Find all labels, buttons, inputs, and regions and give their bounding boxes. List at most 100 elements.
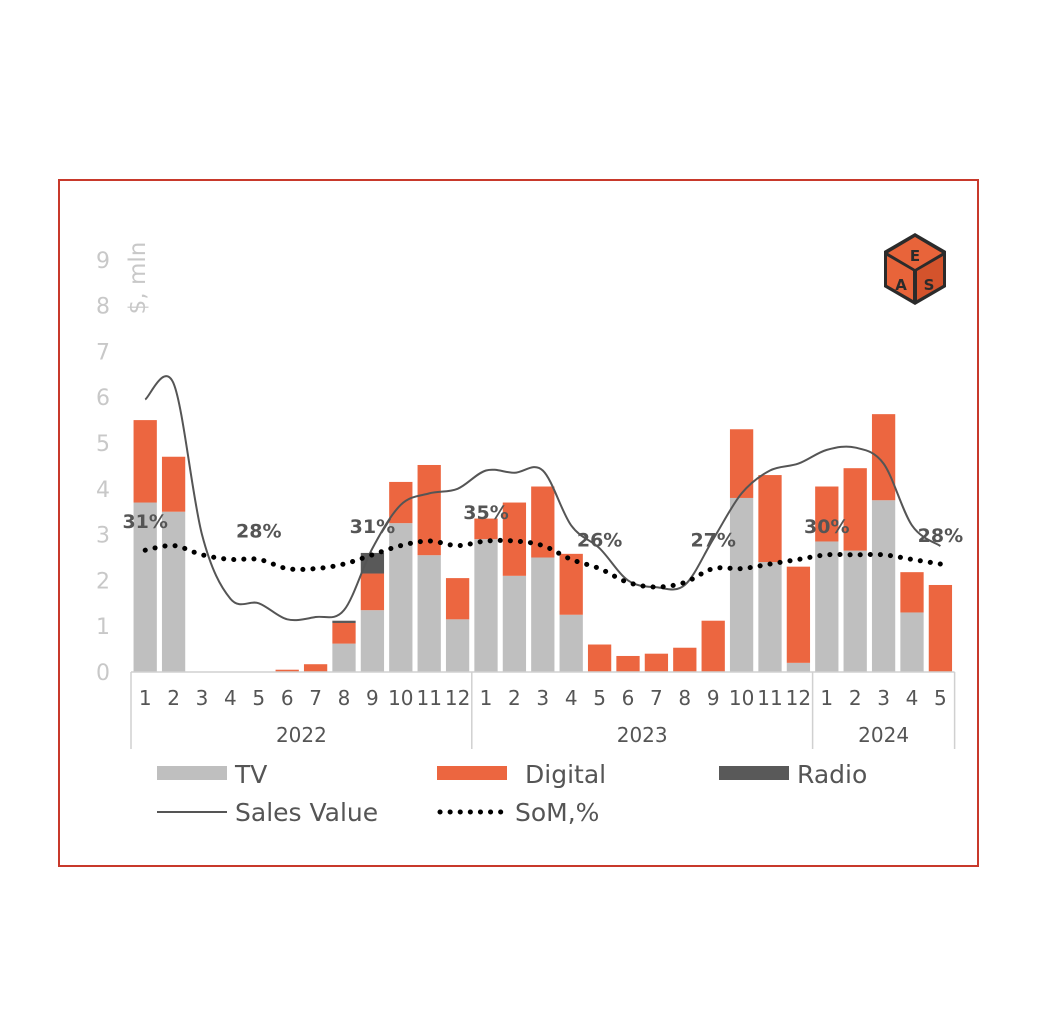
x-tick-label: 10	[729, 686, 754, 710]
x-tick-label: 4	[906, 686, 919, 710]
legend-label: TV	[234, 760, 267, 789]
y-tick-label: 5	[96, 432, 110, 457]
legend-swatch	[437, 766, 507, 780]
bar-tv	[417, 555, 441, 672]
bar-tv	[360, 610, 385, 672]
bar-tv	[815, 541, 839, 672]
bar-tv	[729, 497, 754, 672]
bar-tv	[133, 502, 157, 672]
year-label: 2022	[276, 723, 327, 747]
x-tick-label: 8	[678, 686, 691, 710]
data-label: 31%	[122, 511, 167, 533]
bar-digital	[161, 456, 186, 512]
bar-digital	[502, 502, 527, 576]
svg-text:S: S	[924, 276, 935, 294]
bar-digital	[587, 644, 612, 672]
legend: TV Digital Radio Sales Value SoM,%	[157, 760, 867, 827]
bar-digital	[871, 414, 896, 501]
bar-digital	[360, 573, 385, 611]
bar-digital	[474, 518, 498, 540]
x-tick-label: 5	[593, 686, 606, 710]
x-tick-label: 12	[786, 686, 811, 710]
y-axis-label: $, mln	[125, 242, 151, 315]
x-tick-label: 9	[707, 686, 720, 710]
x-tick-label: 8	[338, 686, 351, 710]
y-tick-label: 7	[96, 340, 110, 365]
legend-swatch	[719, 766, 789, 780]
bar-digital	[644, 653, 669, 672]
x-tick-label: 1	[820, 686, 833, 710]
legend-item-tv: TV	[157, 760, 267, 789]
legend-item-som-: SoM,%	[437, 798, 599, 827]
legend-label: SoM,%	[515, 798, 599, 827]
data-label: 30%	[804, 516, 849, 538]
x-tick-label: 5	[934, 686, 947, 710]
y-tick-label: 9	[96, 249, 110, 274]
data-label: 28%	[918, 525, 963, 547]
x-tick-label: 4	[224, 686, 237, 710]
bar-radio	[332, 620, 356, 623]
data-labels-group: 31% 28% 31% 35% 26% 27% 30% 28%	[122, 502, 963, 552]
data-label: 35%	[463, 502, 508, 524]
legend-label: Sales Value	[235, 798, 378, 827]
bar-tv	[531, 557, 555, 672]
bar-tv	[502, 575, 527, 672]
bar-digital	[417, 464, 441, 556]
bar-digital	[616, 655, 640, 672]
bar-tv	[843, 550, 867, 672]
bar-digital	[758, 475, 782, 563]
line-sales-value	[144, 375, 941, 622]
bar-tv	[332, 643, 356, 672]
x-tick-label: 7	[309, 686, 322, 710]
svg-text:E: E	[910, 247, 920, 265]
legend-item-sales-value: Sales Value	[157, 798, 378, 827]
y-tick-label: 3	[96, 524, 110, 549]
x-tick-label: 10	[388, 686, 413, 710]
x-tick-label: 9	[366, 686, 379, 710]
bar-digital	[531, 486, 555, 558]
x-tick-label: 2	[167, 686, 180, 710]
y-tick-label: 4	[96, 478, 110, 503]
y-tick-label: 2	[96, 569, 110, 594]
x-tick-label: 7	[650, 686, 663, 710]
data-label: 31%	[350, 516, 395, 538]
bar-tv	[559, 614, 583, 672]
line-som	[142, 537, 943, 590]
x-tick-label: 2	[849, 686, 862, 710]
x-tick-label: 11	[416, 686, 441, 710]
bar-digital	[133, 420, 157, 503]
x-tick-label: 3	[877, 686, 890, 710]
legend-label: Digital	[525, 760, 606, 789]
line-series-group	[142, 375, 943, 622]
x-tick-label: 2	[508, 686, 521, 710]
bar-series-group	[133, 414, 953, 672]
bar-digital	[445, 578, 470, 620]
bar-digital	[729, 429, 754, 498]
brand-logo-icon: E A S	[884, 233, 946, 305]
bar-digital	[786, 566, 811, 663]
x-tick-label: 4	[565, 686, 578, 710]
bar-digital	[559, 553, 583, 615]
bar-tv	[758, 562, 782, 672]
bar-digital	[275, 669, 299, 672]
bar-tv	[389, 523, 413, 672]
svg-text:A: A	[895, 276, 907, 294]
bar-digital	[928, 584, 953, 672]
bar-digital	[673, 647, 697, 672]
y-tick-label: 6	[96, 386, 110, 411]
x-tick-label: 5	[252, 686, 265, 710]
bar-radio	[360, 552, 385, 574]
y-tick-label: 1	[96, 615, 110, 640]
bar-tv	[900, 612, 924, 672]
data-label: 26%	[577, 530, 622, 552]
y-tick-label: 8	[96, 295, 110, 320]
y-axis: 0 1 2 3 4 5 6 7 8 9	[96, 249, 110, 686]
x-tick-label: 6	[281, 686, 294, 710]
x-tick-label: 3	[196, 686, 209, 710]
y-tick-label: 0	[96, 661, 110, 686]
bar-digital	[900, 572, 924, 613]
bar-tv	[445, 619, 470, 672]
